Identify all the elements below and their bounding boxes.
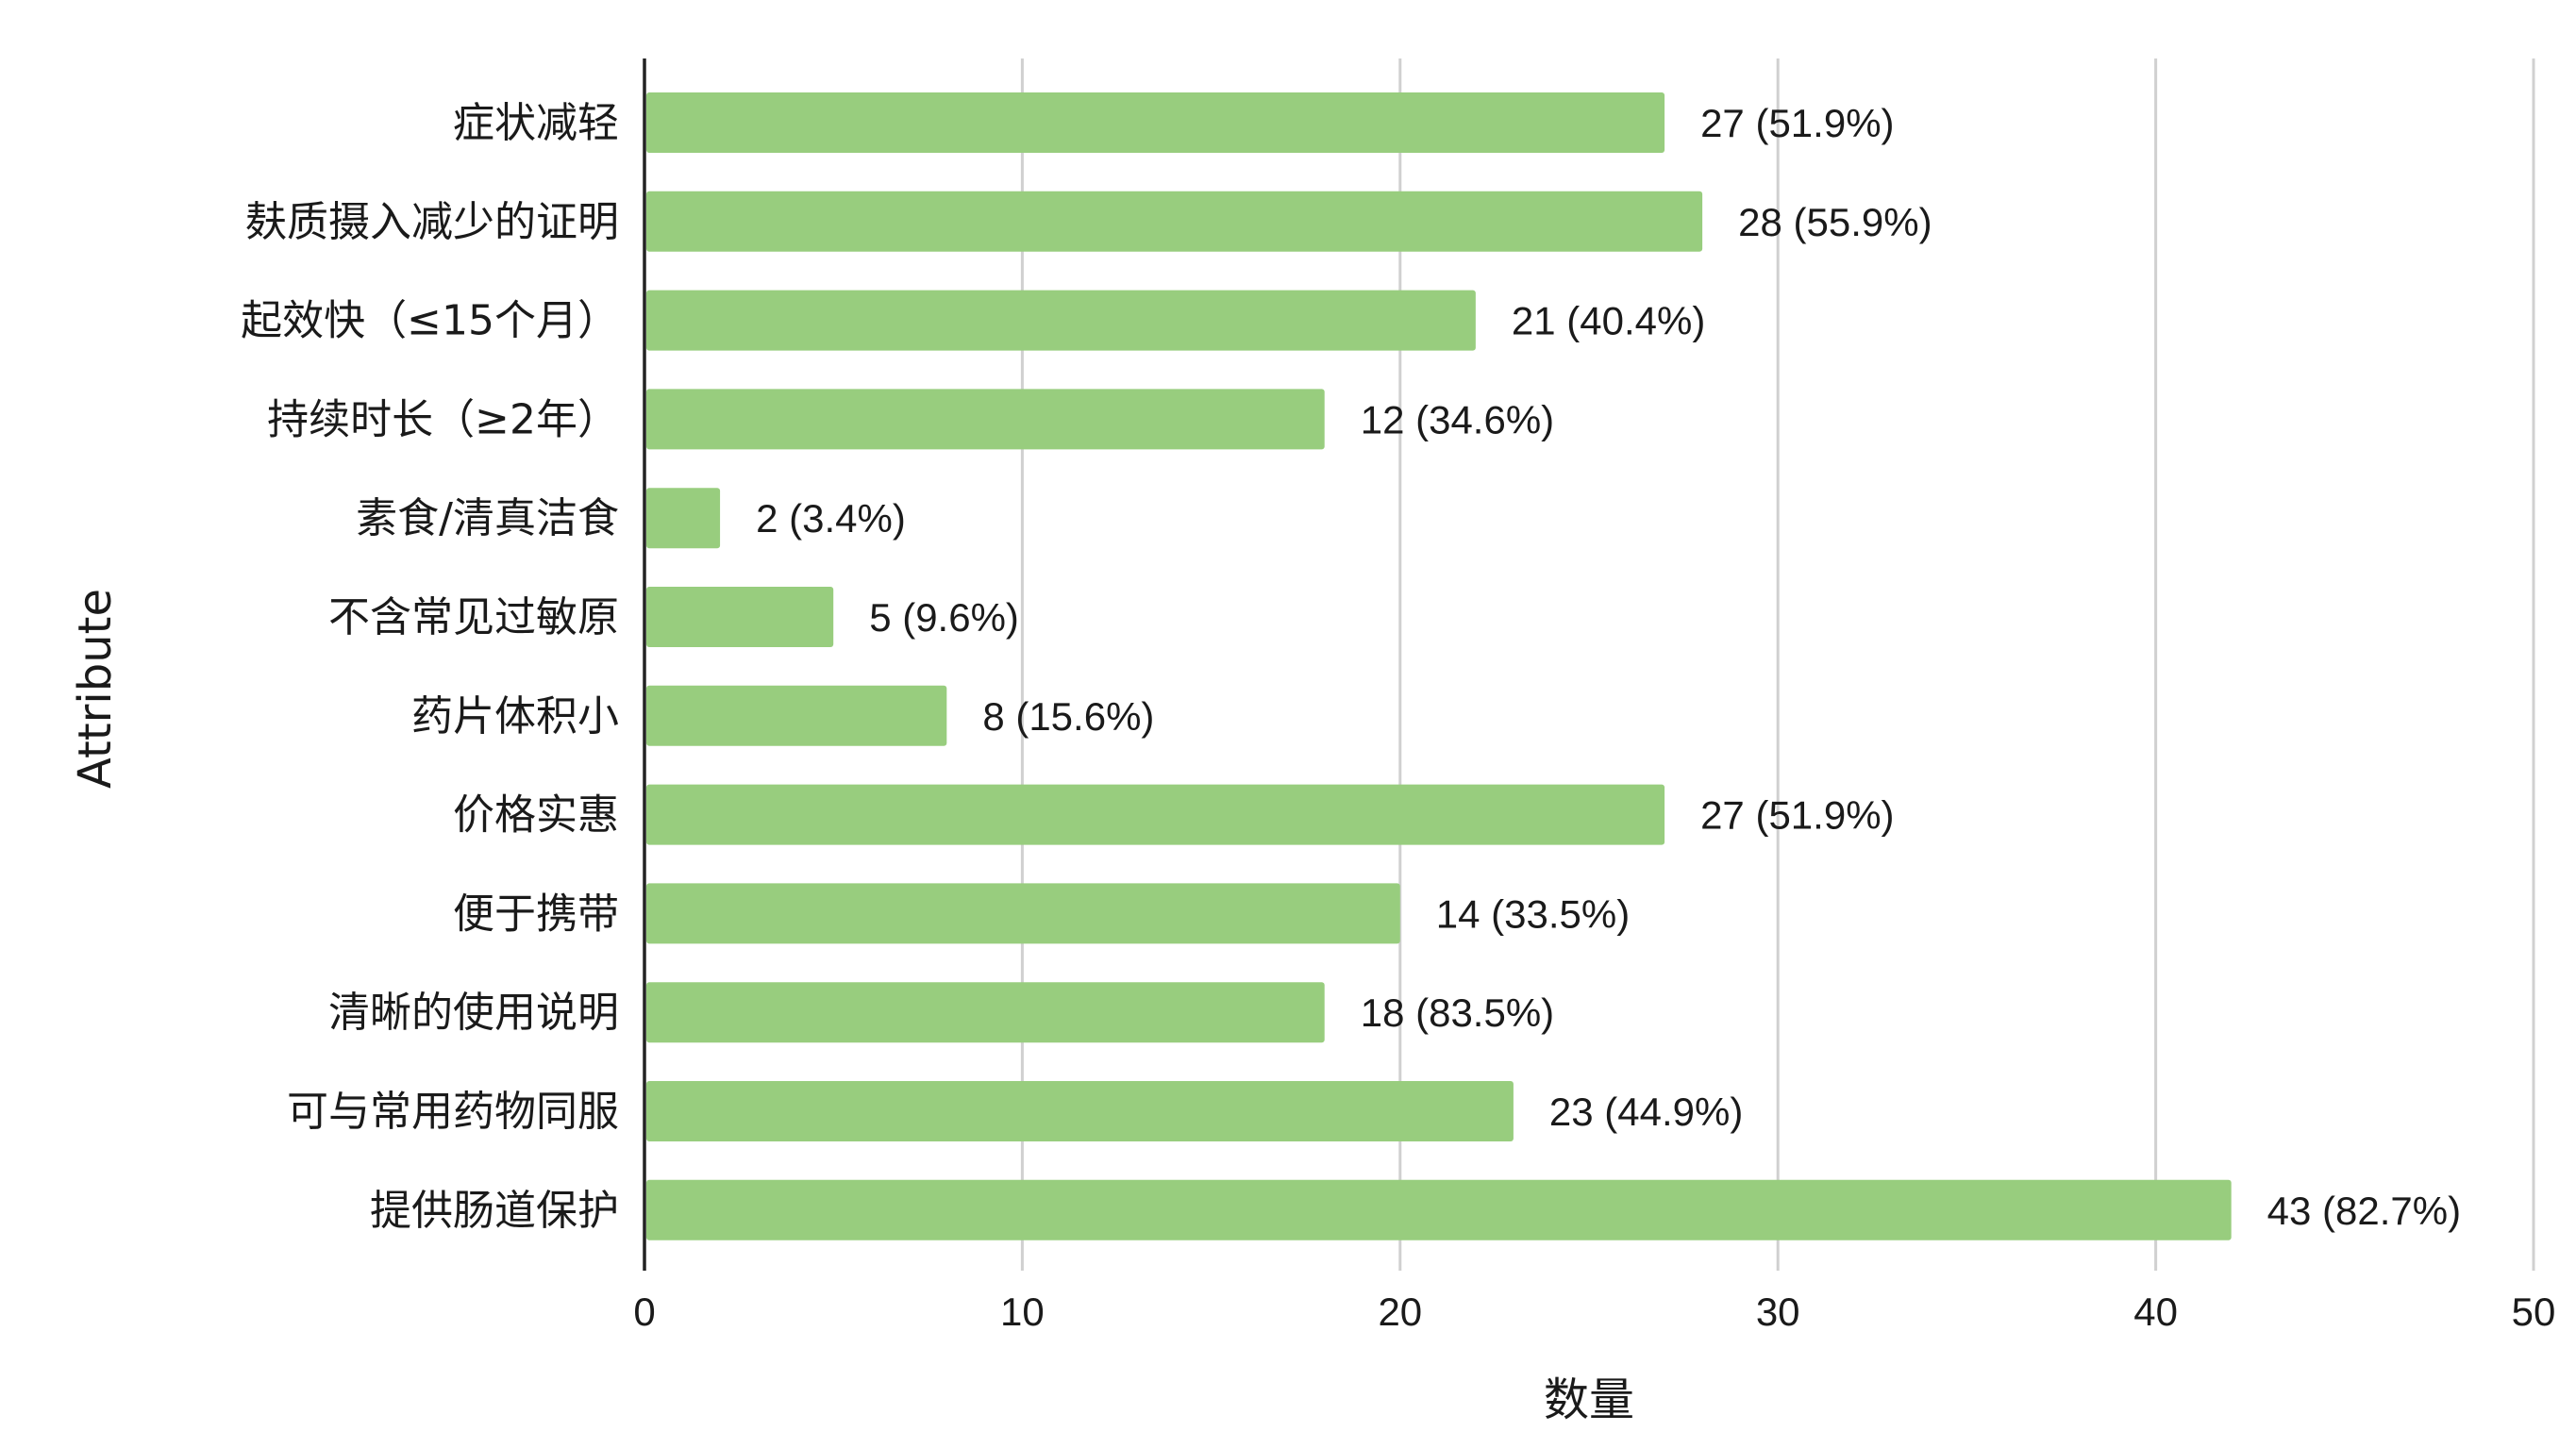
x-tick-label: 50 [2512, 1290, 2556, 1334]
data-label: 27 (51.9%) [1700, 101, 1894, 145]
category-label: 麸质摄入减少的证明 [245, 198, 619, 246]
data-label: 18 (83.5%) [1361, 990, 1554, 1035]
x-tick-label: 20 [1378, 1290, 1422, 1334]
data-label: 2 (3.4%) [756, 496, 906, 541]
bar [646, 982, 1325, 1043]
data-label: 21 (40.4%) [1512, 299, 1705, 343]
category-label: 素食/清真洁食 [356, 494, 619, 542]
category-label: 清晰的使用说明 [328, 989, 619, 1037]
grid-layer [1020, 58, 2535, 1271]
bar-layer [646, 92, 2232, 1240]
x-axis-title: 数量 [1544, 1373, 1634, 1426]
category-label: 可与常用药物同服 [287, 1088, 619, 1136]
bar [646, 685, 947, 746]
category-label: 不含常见过敏原 [328, 593, 619, 641]
bar [646, 784, 1665, 845]
category-label: 便于携带 [453, 890, 619, 938]
bar [646, 92, 1665, 153]
category-label: 价格实惠 [453, 791, 619, 840]
data-label: 23 (44.9%) [1549, 1090, 1743, 1134]
x-tick-label: 10 [1000, 1290, 1045, 1334]
data-label: 5 (9.6%) [869, 595, 1019, 640]
label-layer: 0 10 20 30 40 50 症状减轻 27 (51.9%) 麸质摄入减少的证明 28 (55… [241, 99, 2555, 1334]
x-tick-label: 40 [2133, 1290, 2178, 1334]
data-label: 27 (51.9%) [1700, 793, 1894, 838]
category-label: 持续时长（≥2年） [267, 395, 619, 443]
data-label: 8 (15.6%) [982, 694, 1154, 739]
bar [646, 191, 1703, 252]
category-label: 症状减轻 [453, 99, 619, 147]
y-axis-title: Attribute [69, 589, 122, 789]
bar [646, 587, 834, 647]
x-tick-label: 30 [1756, 1290, 1800, 1334]
bar [646, 389, 1325, 450]
bar [646, 290, 1476, 351]
bar [646, 1179, 2232, 1240]
x-tick-label: 0 [633, 1290, 655, 1334]
category-label: 药片体积小 [411, 692, 619, 741]
bar [646, 1081, 1514, 1141]
bar [646, 883, 1400, 944]
data-label: 14 (33.5%) [1436, 891, 1630, 936]
category-label: 起效快（≤15个月） [241, 297, 619, 345]
bar [646, 488, 721, 549]
data-label: 28 (55.9%) [1738, 200, 1932, 244]
category-label: 提供肠道保护 [370, 1187, 619, 1235]
data-label: 43 (82.7%) [2267, 1189, 2461, 1233]
data-label: 12 (34.6%) [1361, 397, 1554, 441]
